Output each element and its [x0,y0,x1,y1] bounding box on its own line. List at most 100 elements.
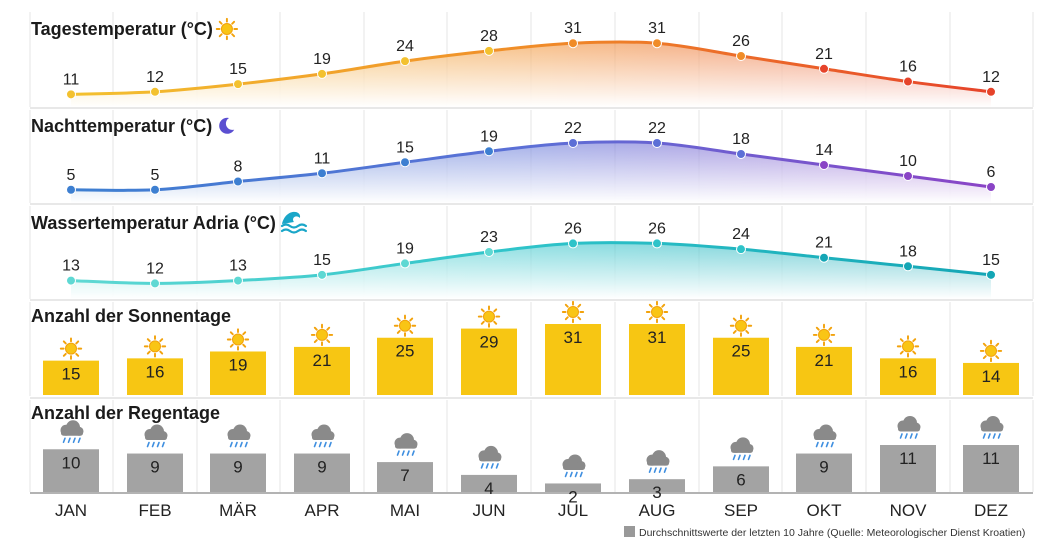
data-label: 26 [648,220,666,237]
sun-ray [745,317,750,322]
bar [377,337,433,395]
footnote-text: Durchschnittswerte der letzten 10 Jahre … [639,527,1025,539]
bar-label: 4 [484,479,493,498]
sun-ray [480,308,485,313]
rain-cloud-icon [478,445,502,469]
data-point [233,275,243,286]
bar [294,453,350,492]
data-point [484,247,494,257]
data-label: 19 [480,128,498,145]
data-point [568,38,578,49]
cloud-base [814,434,836,441]
moon-shape [219,117,235,134]
sun-icon [477,305,501,328]
bar-label: 6 [736,470,745,489]
data-point [986,269,996,280]
data-point [819,252,829,263]
sun-ray [732,317,737,322]
bar-label: 21 [815,351,834,370]
sun-ray [326,326,331,331]
data-label: 5 [151,167,160,184]
rain-drop [737,454,741,461]
rain-cloud-icon [311,424,335,448]
moon-icon [219,117,235,134]
rain-drop [815,441,819,448]
data-point [150,86,160,97]
sun-icon [226,328,250,351]
data-label: 31 [564,20,582,37]
x-tick-label: MAI [390,501,420,520]
sun-ray [218,33,223,38]
data-point [66,275,76,286]
bar [629,479,685,492]
rain-cloud-icon [897,416,921,439]
sun-disc [651,306,663,318]
rain-drop [146,441,150,448]
rain-drop [982,433,986,439]
rain-cloud-icon [227,424,251,448]
sun-ray [62,352,67,357]
bar-label: 16 [899,362,918,381]
bar-label: 9 [819,458,828,477]
sun-disc [65,342,77,355]
panel-title: Wassertemperatur Adria (°C) [31,213,276,233]
data-point [736,149,746,159]
rain-drop [406,450,410,456]
rain-drop [820,441,824,448]
sun-icon [561,300,585,324]
sun-disc [316,328,328,341]
cloud-base [228,434,250,441]
rain-drop [72,437,76,444]
data-point [150,184,160,195]
panel-title: Anzahl der Regentage [31,403,220,423]
x-tick-label: SEP [724,501,758,520]
data-label: 15 [313,252,331,269]
rain-drop [830,441,834,448]
bar-label: 21 [313,351,332,370]
rain-drop [658,467,662,473]
bar [963,362,1019,395]
panel-title: Anzahl der Sonnentage [31,306,231,326]
rain-cloud-icon [394,433,418,456]
sun-icon [896,335,920,358]
sun-disc [902,340,914,353]
x-tick-label: JAN [55,501,87,520]
bar-label: 3 [652,483,661,502]
data-point [66,89,76,100]
sun-ray [242,331,247,336]
series-line [69,40,993,96]
sun-disc [567,306,579,318]
rain-cloud-icon [562,454,586,478]
series-line [69,241,993,285]
rain-drop [239,441,243,448]
data-label: 18 [732,131,750,148]
panel-title: Nachttemperatur (°C) [31,116,212,136]
rain-cloud-icon [144,424,168,448]
cloud-base [479,455,501,462]
bar [545,483,601,492]
cloud-base [61,430,83,436]
bar [880,445,936,492]
rain-drop [653,467,657,473]
bar-label: 15 [62,365,81,384]
sun-ray [146,350,151,355]
rain-cloud-icon [730,437,754,461]
sun-ray [828,326,833,331]
cloud-base [145,434,167,441]
data-label: 28 [480,28,498,45]
sun-ray [745,330,750,334]
data-label: 22 [648,120,666,137]
rain-drop [328,441,332,448]
cloud-base [395,443,417,449]
data-point [317,168,327,179]
sun-ray [242,343,247,348]
rain-drop [313,441,317,448]
data-label: 15 [982,252,1000,269]
data-point [652,238,662,249]
data-point [568,138,578,148]
sun-icon [215,17,239,41]
rain-drop [411,450,415,456]
bar-label: 9 [317,458,326,477]
sun-ray [75,340,80,345]
sun-icon [393,314,417,337]
